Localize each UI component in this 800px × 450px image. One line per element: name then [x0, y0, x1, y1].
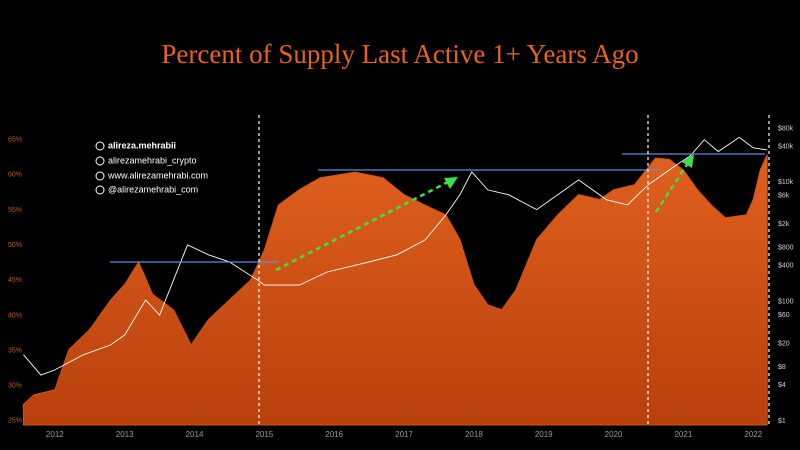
y-tick-label: 60% [8, 172, 22, 179]
handle: alireza.mehrabii [108, 140, 176, 150]
icon [95, 171, 105, 181]
y-tick-label: 65% [8, 137, 22, 144]
y2-tick-label: $80k [778, 125, 794, 132]
chart-title: Percent of Supply Last Active 1+ Years A… [161, 39, 638, 69]
arrow-head [682, 154, 694, 168]
icon [95, 185, 105, 195]
x-tick-label: 2017 [395, 430, 413, 439]
y2-tick-label: $8 [778, 364, 786, 371]
y2-tick-label: $4 [778, 382, 786, 389]
x-tick-label: 2019 [535, 430, 553, 439]
arrow-head [444, 177, 458, 189]
y2-tick-label: $2k [778, 221, 790, 228]
icon [95, 141, 105, 151]
icon [95, 156, 105, 166]
y2-tick-label: $10k [778, 179, 794, 186]
x-tick-label: 2022 [744, 430, 762, 439]
y-tick-label: 45% [8, 277, 22, 284]
social-handles: alireza.mehrabii alirezamehrabi_crypto w… [95, 140, 208, 195]
y2-tick-label: $800 [778, 245, 794, 252]
y2-tick-label: $40k [778, 143, 794, 150]
plot-area: 2012 2013 2014 2015 2016 2017 2018 2019 2020 2021… [8, 125, 794, 439]
y2-tick-label: $60 [778, 312, 790, 319]
handle: www.alirezamehrabi.com [107, 170, 208, 180]
handle: @alirezamehrabi_com [108, 184, 198, 194]
trend-arrow [654, 162, 690, 213]
y-tick-label: 35% [8, 347, 22, 354]
x-tick-label: 2020 [605, 430, 623, 439]
price-line [23, 136, 768, 376]
decorations [110, 115, 770, 425]
x-tick-label: 2014 [186, 430, 204, 439]
y-tick-label: 30% [8, 383, 22, 390]
x-tick-label: 2013 [116, 430, 134, 439]
y-tick-label: 40% [8, 312, 22, 319]
x-tick-label: 2012 [46, 430, 64, 439]
y-tick-label: 25% [8, 418, 22, 425]
x-tick-label: 2015 [255, 430, 273, 439]
y2-tick-label: $400 [778, 263, 794, 270]
y2-tick-label: $20 [778, 340, 790, 347]
handle: alirezamehrabi_crypto [108, 155, 197, 165]
y2-tick-label: $100 [778, 299, 794, 306]
y-tick-label: 55% [8, 207, 22, 214]
x-tick-label: 2016 [325, 430, 343, 439]
y2-tick-label: $1 [778, 418, 786, 425]
x-tick-label: 2021 [674, 430, 692, 439]
y2-tick-label: $6k [778, 192, 790, 199]
y-tick-label: 50% [8, 242, 22, 249]
x-tick-label: 2018 [465, 430, 483, 439]
